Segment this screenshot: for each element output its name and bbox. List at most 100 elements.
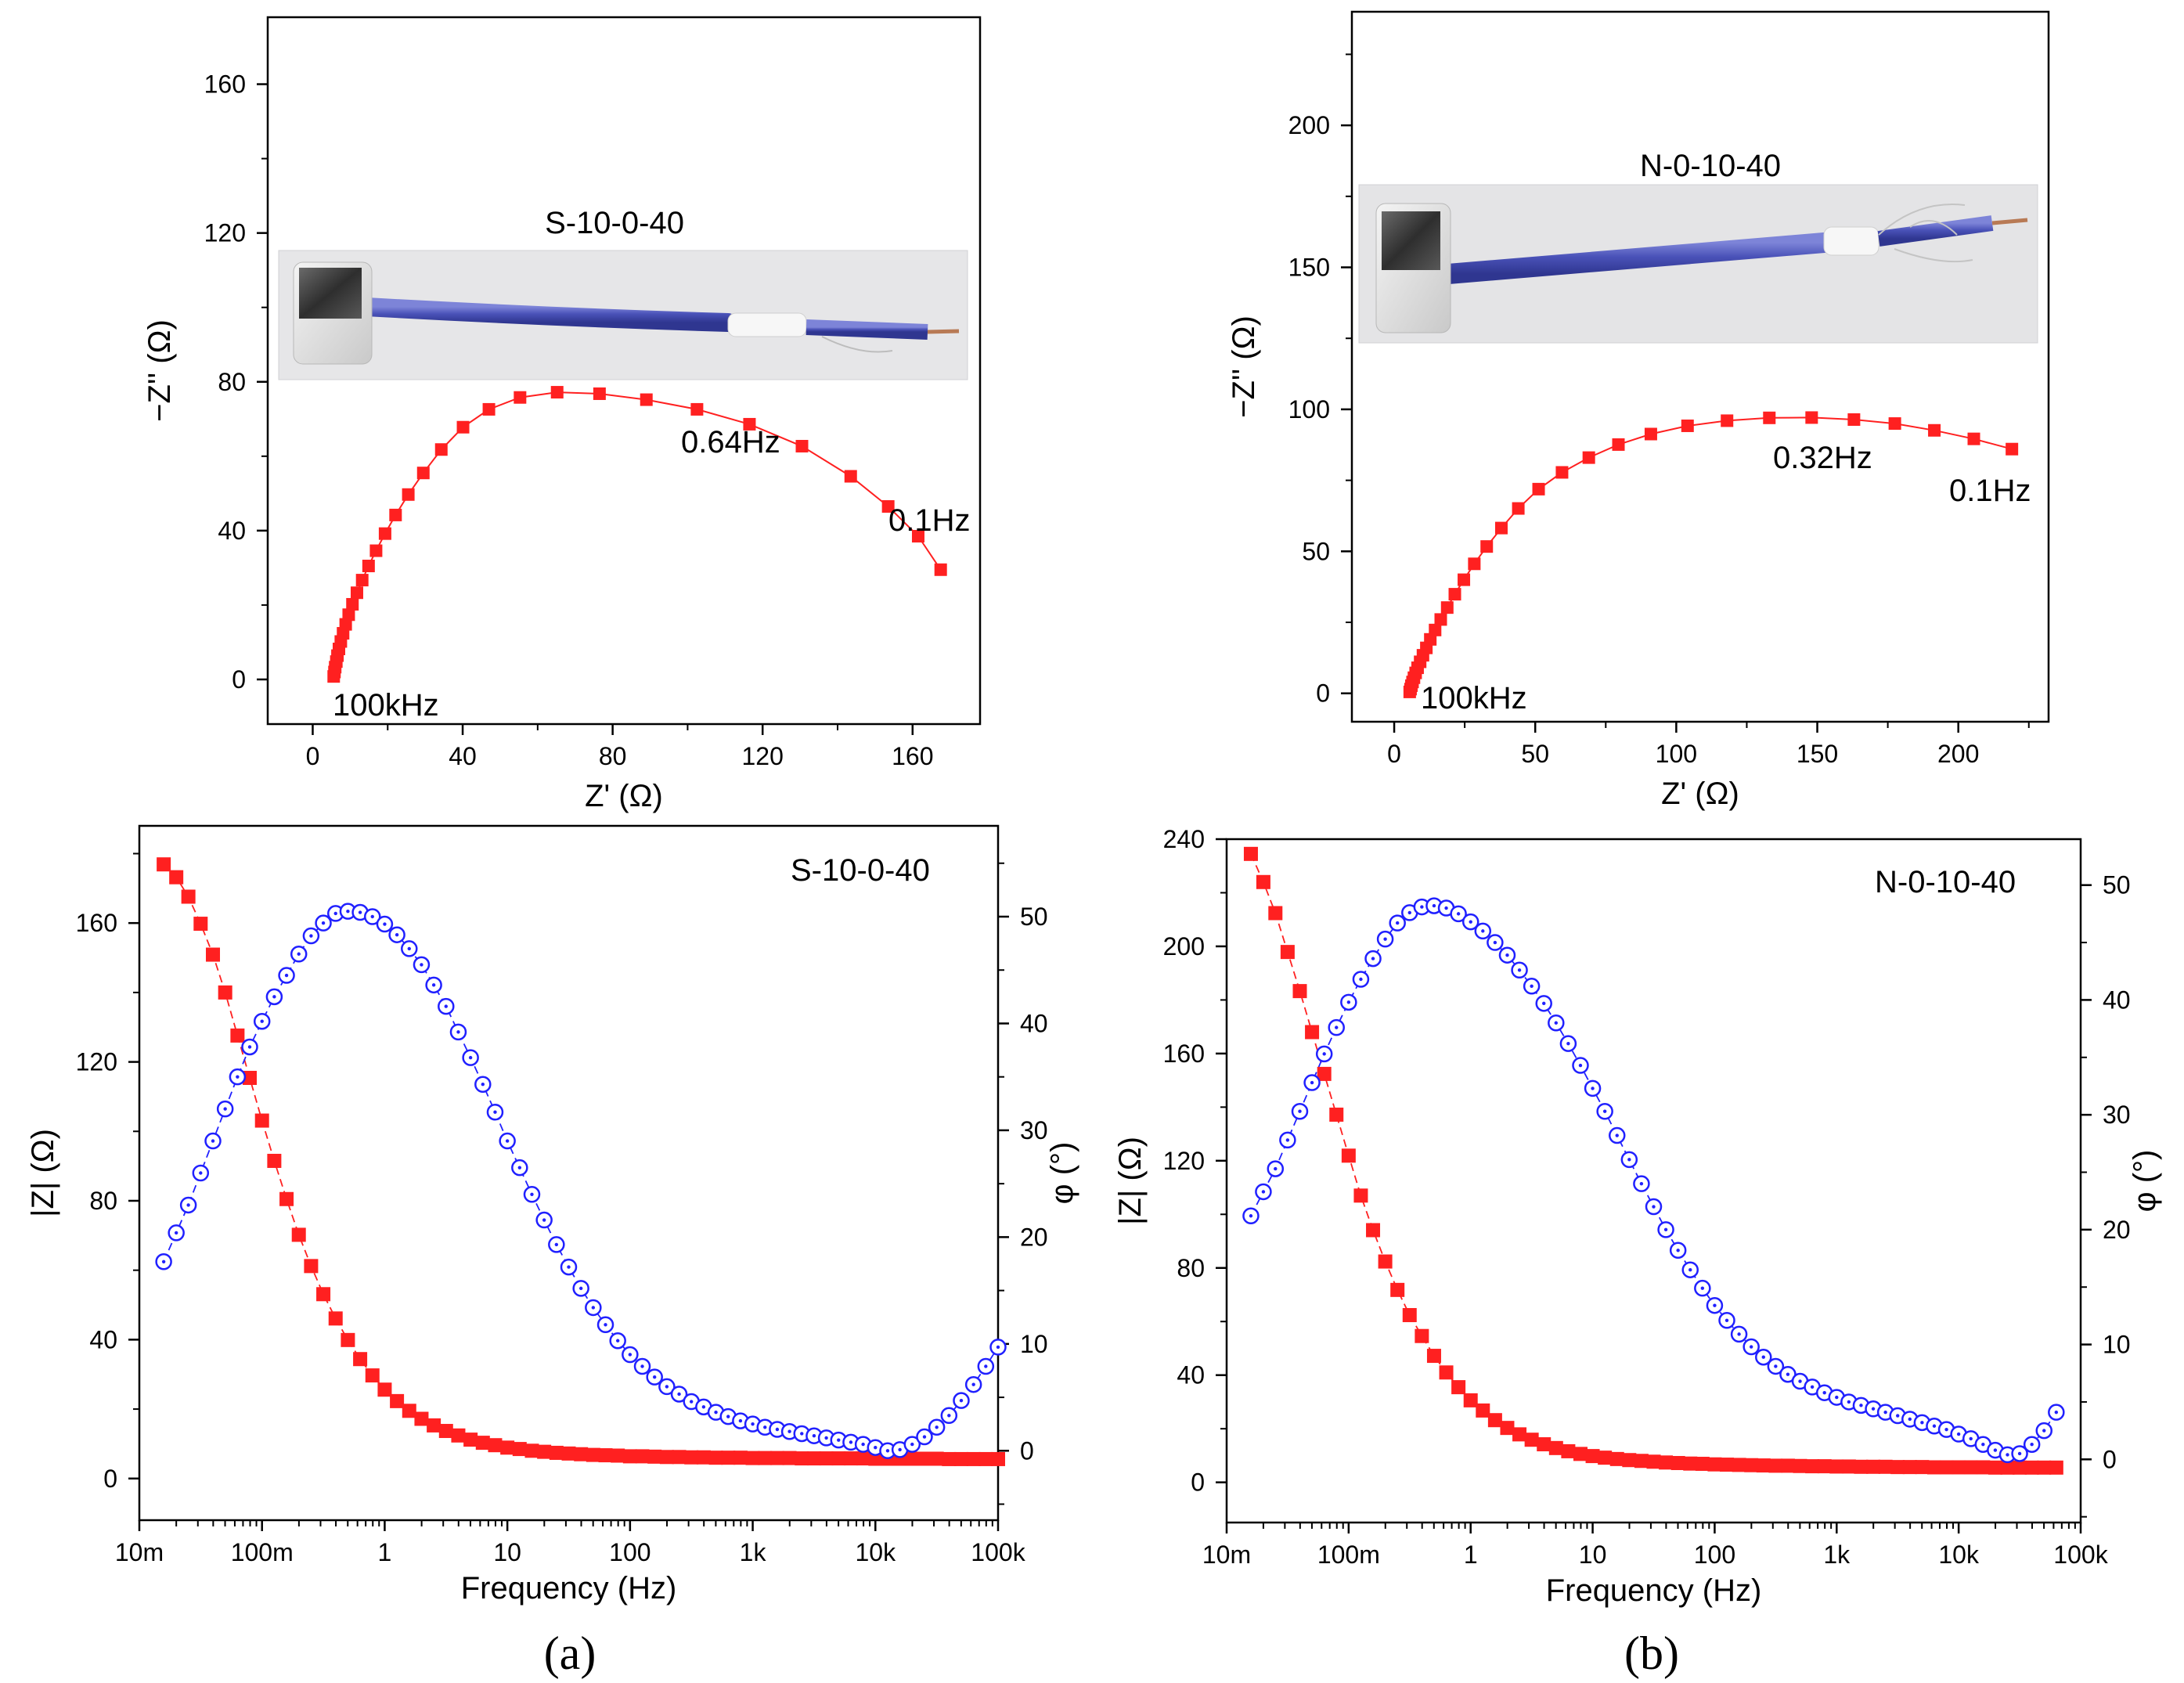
phase-point-center — [1615, 1133, 1619, 1137]
impedance-point — [593, 387, 606, 400]
impedance-point — [1744, 1458, 1759, 1472]
impedance-point — [856, 1451, 870, 1466]
phase-point-center — [591, 1306, 596, 1310]
phase-point-center — [2042, 1429, 2046, 1433]
impedance-point — [1585, 1449, 1600, 1464]
phase-point-center — [1944, 1427, 1948, 1432]
impedance-point — [550, 386, 564, 399]
phase-point-center — [2017, 1451, 2022, 1456]
y2-tick-label: 50 — [2103, 871, 2131, 899]
impedance-point — [1448, 588, 1461, 601]
x-tick-label: 100m — [1317, 1541, 1380, 1569]
impedance-point — [1439, 1365, 1454, 1380]
impedance-point — [1866, 1459, 1881, 1474]
impedance-point — [362, 560, 375, 573]
impedance-point — [1756, 1458, 1771, 1473]
phase-point-center — [1530, 984, 1533, 989]
impedance-point — [690, 402, 704, 416]
impedance-point — [586, 1447, 600, 1462]
impedance-point — [1890, 1460, 1905, 1475]
sample-label-b: N-0-10-40 — [1640, 149, 1781, 183]
impedance-point — [414, 1411, 429, 1426]
phase-point-center — [223, 1107, 227, 1111]
impedance-point — [806, 1451, 821, 1466]
y-tick-label: 200 — [1163, 932, 1205, 960]
y2-tick-label: 30 — [1020, 1116, 1048, 1144]
impedance-point — [831, 1451, 846, 1466]
impedance-point — [1537, 1437, 1552, 1452]
impedance-point — [905, 1451, 920, 1466]
impedance-point — [1721, 414, 1734, 427]
impedance-point — [934, 563, 947, 576]
impedance-point — [1793, 1458, 1807, 1473]
impedance-point — [1598, 1451, 1613, 1465]
phase-point-center — [1969, 1436, 1973, 1441]
impedance-curve — [333, 391, 942, 677]
phase-point-center — [395, 932, 399, 937]
phase-point-center — [751, 1422, 755, 1426]
y2-tick-label: 10 — [2103, 1331, 2131, 1359]
impedance-point — [1763, 411, 1776, 424]
impedance-point — [524, 1443, 539, 1458]
impedance-point — [1780, 1458, 1795, 1473]
impedance-point — [427, 1418, 441, 1433]
impedance-point — [1317, 1066, 1332, 1081]
impedance-point — [635, 1449, 650, 1464]
x-tick-label: 100 — [1656, 740, 1697, 768]
phase-point-center — [383, 922, 387, 926]
y-tick-label: 120 — [1163, 1147, 1205, 1175]
impedance-point — [1548, 1440, 1563, 1455]
y-tick-label: 40 — [89, 1325, 117, 1353]
impedance-point — [1695, 1457, 1710, 1472]
impedance-point — [1732, 1458, 1746, 1472]
phase-point-center — [935, 1425, 939, 1429]
phase-point-center — [1774, 1364, 1778, 1368]
annotation-0-32hz: 0.32Hz — [1773, 441, 1872, 475]
y-tick-label: 0 — [1191, 1469, 1205, 1497]
x-tick-label: 100 — [1694, 1541, 1735, 1569]
phase-point-center — [665, 1385, 669, 1389]
impedance-point — [434, 443, 448, 456]
impedance-point — [488, 1438, 503, 1453]
y2-axis-title: φ (°) — [2128, 1150, 2162, 1213]
impedance-point — [1329, 1107, 1344, 1122]
impedance-point — [1928, 423, 1941, 437]
phase-point-center — [849, 1440, 853, 1444]
x-axis-title: Frequency (Hz) — [1546, 1573, 1762, 1608]
phase-point-center — [517, 1166, 522, 1169]
x-axis-title: Z' (Ω) — [585, 779, 663, 813]
x-tick-label: 1 — [378, 1538, 392, 1566]
impedance-point — [1888, 417, 1901, 431]
phase-point-center — [370, 914, 374, 919]
impedance-point — [929, 1451, 944, 1466]
y-tick-label: 240 — [1163, 825, 1205, 853]
impedance-point — [917, 1451, 932, 1466]
x-tick-label: 200 — [1937, 740, 1979, 768]
impedance-point — [1532, 482, 1545, 496]
impedance-point — [456, 420, 470, 434]
impedance-point — [304, 1259, 319, 1274]
x-tick-label: 1k — [740, 1538, 767, 1566]
y-tick-label: 80 — [218, 368, 246, 396]
phase-point-center — [787, 1429, 791, 1433]
phase-point-center — [1554, 1021, 1559, 1025]
y2-tick-label: 20 — [1020, 1223, 1048, 1251]
impedance-point — [708, 1451, 723, 1465]
x-tick-label: 10m — [1202, 1541, 1251, 1569]
impedance-point — [342, 608, 355, 622]
impedance-point — [2024, 1460, 2039, 1475]
impedance-point — [819, 1451, 834, 1466]
impedance-point — [1494, 521, 1508, 535]
impedance-point — [758, 1451, 773, 1465]
phase-point-center — [1993, 1448, 1998, 1452]
impedance-point — [1902, 1460, 1917, 1475]
phase-point-center — [554, 1242, 559, 1247]
impedance-point — [500, 1440, 515, 1455]
phase-point-center — [701, 1405, 706, 1409]
impedance-point — [475, 1436, 490, 1451]
phase-point-center — [309, 934, 313, 938]
y-tick-label: 40 — [218, 517, 246, 545]
impedance-point — [1429, 623, 1442, 636]
sensor-photo-b — [1358, 184, 2038, 344]
